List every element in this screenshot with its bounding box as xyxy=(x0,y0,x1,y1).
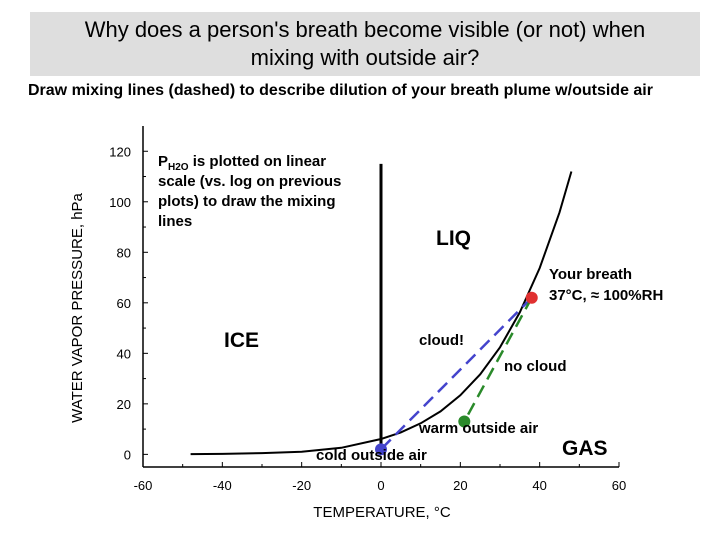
saturation-curve xyxy=(190,171,573,456)
cold-air-label: cold outside air xyxy=(316,447,427,464)
y-tick-label: 20 xyxy=(117,397,131,412)
y-tick-label: 100 xyxy=(109,195,131,210)
x-tick-label: -60 xyxy=(134,478,153,493)
cloud-label: cloud! xyxy=(419,332,464,349)
data-points xyxy=(375,291,538,456)
warm-air-point xyxy=(458,415,471,428)
x-tick-label: -40 xyxy=(213,478,232,493)
note-line-1: PH2O is plotted on linear xyxy=(158,153,326,173)
note-line-2: scale (vs. log on previous xyxy=(158,173,341,190)
no-cloud-label: no cloud xyxy=(504,358,567,375)
no-cloud-mixing-line xyxy=(463,297,533,423)
note-line-3: plots) to draw the mixing xyxy=(158,193,336,210)
cold-air-point xyxy=(375,443,387,456)
y-tick-label: 60 xyxy=(117,296,131,311)
y-tick-label: 0 xyxy=(124,447,131,462)
region-label-ice: ICE xyxy=(224,329,259,352)
x-tick-label: 40 xyxy=(532,478,546,493)
region-label-gas: GAS xyxy=(562,437,608,460)
breath-point xyxy=(525,291,538,304)
x-tick-label: -20 xyxy=(292,478,311,493)
x-tick-label: 60 xyxy=(612,478,626,493)
y-axis-title: WATER VAPOR PRESSURE, hPa xyxy=(69,192,86,422)
note-line-4: lines xyxy=(158,213,192,230)
x-axis-title: TEMPERATURE, °C xyxy=(313,504,451,521)
chart-curves xyxy=(190,163,573,456)
cloud-mixing-line xyxy=(380,296,533,451)
warm-air-label: warm outside air xyxy=(418,420,538,437)
y-tick-label: 120 xyxy=(109,144,131,159)
title-banner: Why does a person's breath become visibl… xyxy=(30,12,700,76)
breath-label-line-2: 37°C, ≈ 100%RH xyxy=(549,287,663,304)
breath-label-line-1: Your breath xyxy=(549,266,632,283)
region-label-liq: LIQ xyxy=(436,227,471,250)
x-tick-label: 0 xyxy=(377,478,384,493)
chart-instruction: Draw mixing lines (dashed) to describe d… xyxy=(28,82,653,99)
y-tick-label: 80 xyxy=(117,245,131,260)
page-title: Why does a person's breath become visibl… xyxy=(84,17,646,70)
y-tick-label: 40 xyxy=(117,346,131,361)
x-tick-label: 20 xyxy=(453,478,467,493)
chart-axes: -60 -40 -20 0 20 40 60 0 20 40 60 80 100 120 xyxy=(109,126,626,493)
mixing-lines xyxy=(380,296,533,451)
